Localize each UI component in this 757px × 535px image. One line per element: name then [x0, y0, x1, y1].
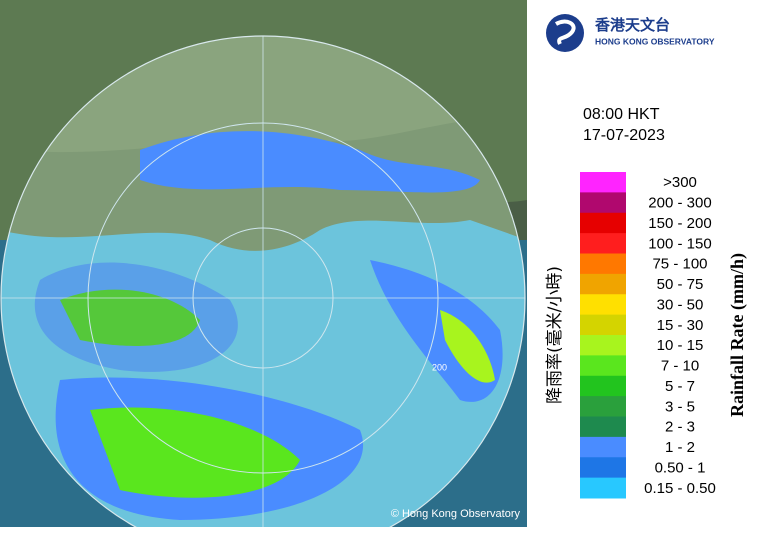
legend-swatch: [580, 192, 626, 214]
legend-swatch: [580, 294, 626, 316]
legend-swatch: [580, 172, 626, 193]
legend-swatch: [580, 253, 626, 275]
legend-label: 30 - 50: [657, 296, 704, 313]
legend-swatch: [580, 416, 626, 438]
legend-swatch: [580, 396, 626, 417]
legend-label: 0.15 - 0.50: [644, 480, 716, 497]
legend-label: >300: [663, 174, 697, 191]
legend-swatch: [580, 233, 626, 254]
legend-swatch: [580, 212, 626, 234]
legend-label: 3 - 5: [665, 398, 695, 415]
range-label: 200: [432, 362, 447, 372]
legend-title-english: Rainfall Rate (mm/h): [727, 253, 748, 417]
legend-label: 200 - 300: [648, 195, 711, 212]
legend: >300 200 - 300 150 - 200 100 - 150 75 - 100 5…: [580, 172, 716, 499]
legend-swatch: [580, 457, 626, 479]
legend-label: 1 - 2: [665, 439, 695, 456]
legend-swatch: [580, 273, 626, 295]
legend-label: 15 - 30: [657, 317, 704, 334]
legend-label: 100 - 150: [648, 235, 711, 252]
legend-title-chinese: 降雨率(毫米/小時): [545, 266, 565, 404]
legend-swatch: [580, 375, 626, 397]
legend-label: 5 - 7: [665, 378, 695, 395]
legend-label: 7 - 10: [661, 358, 699, 375]
logo-chinese: 香港天文台: [595, 16, 670, 34]
logo: 香港天文台 HONG KONG OBSERVATORY: [546, 14, 715, 52]
legend-swatch: [580, 436, 626, 458]
legend-label: 50 - 75: [657, 276, 704, 293]
legend-swatch: [580, 477, 626, 499]
date: 17-07-2023: [583, 127, 665, 144]
copyright: © Hong Kong Observatory: [391, 508, 521, 520]
legend-label: 2 - 3: [665, 419, 695, 436]
legend-swatch: [580, 355, 626, 377]
legend-label: 10 - 15: [657, 337, 704, 354]
legend-label: 0.50 - 1: [655, 459, 706, 476]
logo-english: HONG KONG OBSERVATORY: [595, 36, 715, 46]
legend-label: 150 - 200: [648, 215, 711, 232]
time: 08:00 HKT: [583, 106, 660, 123]
radar-map: 200 © Hong Kong Observatory: [0, 0, 527, 527]
legend-label: 75 - 100: [652, 256, 707, 273]
legend-swatch: [580, 314, 626, 336]
legend-swatch: [580, 335, 626, 356]
